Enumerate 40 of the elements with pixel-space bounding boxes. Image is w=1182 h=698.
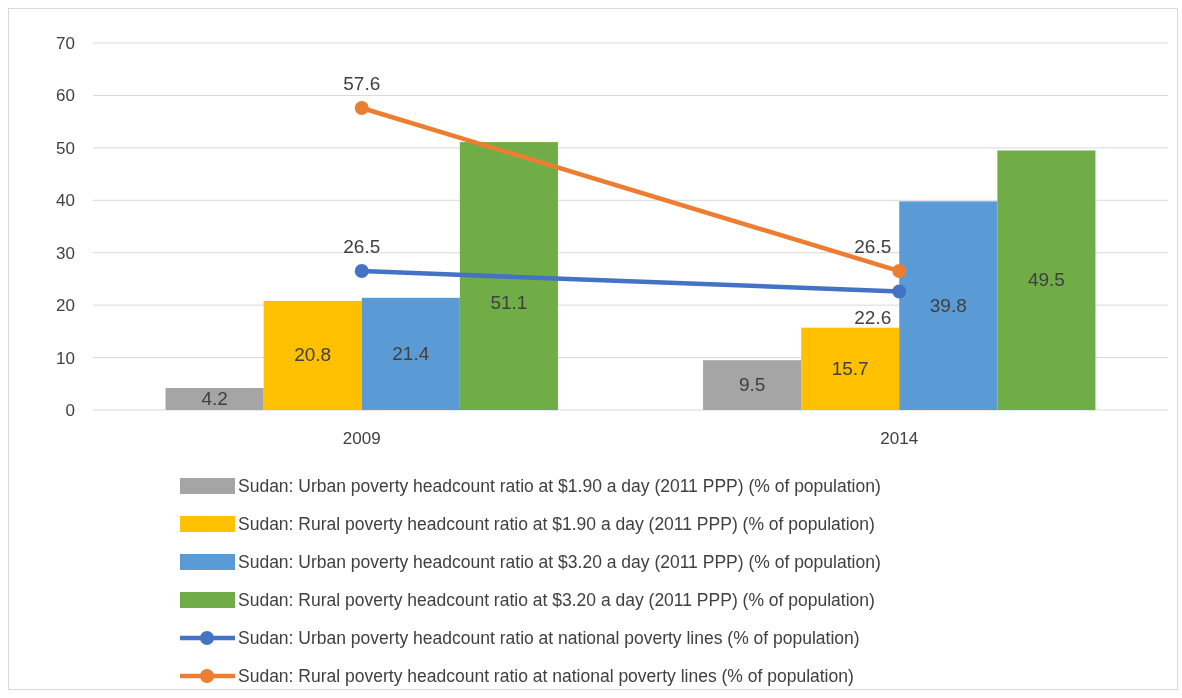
data-label: 26.5: [854, 236, 892, 258]
y-tick-label: 30: [56, 243, 75, 263]
legend-label: Sudan: Rural poverty headcount ratio at $3.20 a day (2011 PPP) (% of population): [238, 590, 875, 611]
data-label: 39.8: [929, 294, 967, 316]
y-tick-label: 50: [56, 138, 75, 158]
data-label: 57.6: [343, 73, 381, 95]
y-tick-label: 60: [56, 86, 75, 106]
data-label: 15.7: [831, 357, 869, 379]
x-tick-label: 2014: [880, 429, 919, 448]
bar: [703, 360, 802, 410]
point: [892, 264, 907, 279]
bar: [801, 327, 900, 410]
data-label: 26.5: [343, 236, 381, 258]
legend-label: Sudan: Rural poverty headcount ratio at national poverty lines (% of population): [238, 666, 854, 687]
data-label: 49.5: [1027, 269, 1065, 291]
y-tick-label: 20: [56, 296, 75, 316]
data-label: 20.8: [294, 344, 332, 366]
bar: [899, 201, 998, 410]
legend-label: Sudan: Urban poverty headcount ratio at $1.90 a day (2011 PPP) (% of population): [238, 476, 881, 497]
legend-label: Sudan: Rural poverty headcount ratio at $1.90 a day (2011 PPP) (% of population): [238, 514, 875, 535]
data-label: 51.1: [490, 291, 528, 313]
legend-label: Sudan: Urban poverty headcount ratio at $3.20 a day (2011 PPP) (% of population): [238, 552, 881, 573]
bar: [165, 387, 264, 410]
data-label: 4.2: [201, 387, 228, 409]
y-tick-label: 10: [56, 348, 75, 368]
bar: [263, 300, 362, 410]
legend-label: Sudan: Urban poverty headcount ratio at national poverty lines (% of population): [238, 628, 860, 649]
data-label: 21.4: [392, 342, 430, 364]
point: [354, 101, 369, 116]
bar: [459, 142, 558, 410]
bar: [997, 150, 1096, 410]
bar: [361, 297, 460, 410]
point: [354, 264, 369, 279]
y-tick-label: 40: [56, 191, 75, 211]
data-label: 9.5: [738, 374, 766, 396]
y-tick-label: 70: [56, 33, 75, 53]
x-tick-label: 2009: [342, 429, 381, 448]
data-label: 22.6: [854, 306, 892, 328]
point: [892, 284, 907, 299]
y-tick-label: 0: [65, 400, 75, 420]
